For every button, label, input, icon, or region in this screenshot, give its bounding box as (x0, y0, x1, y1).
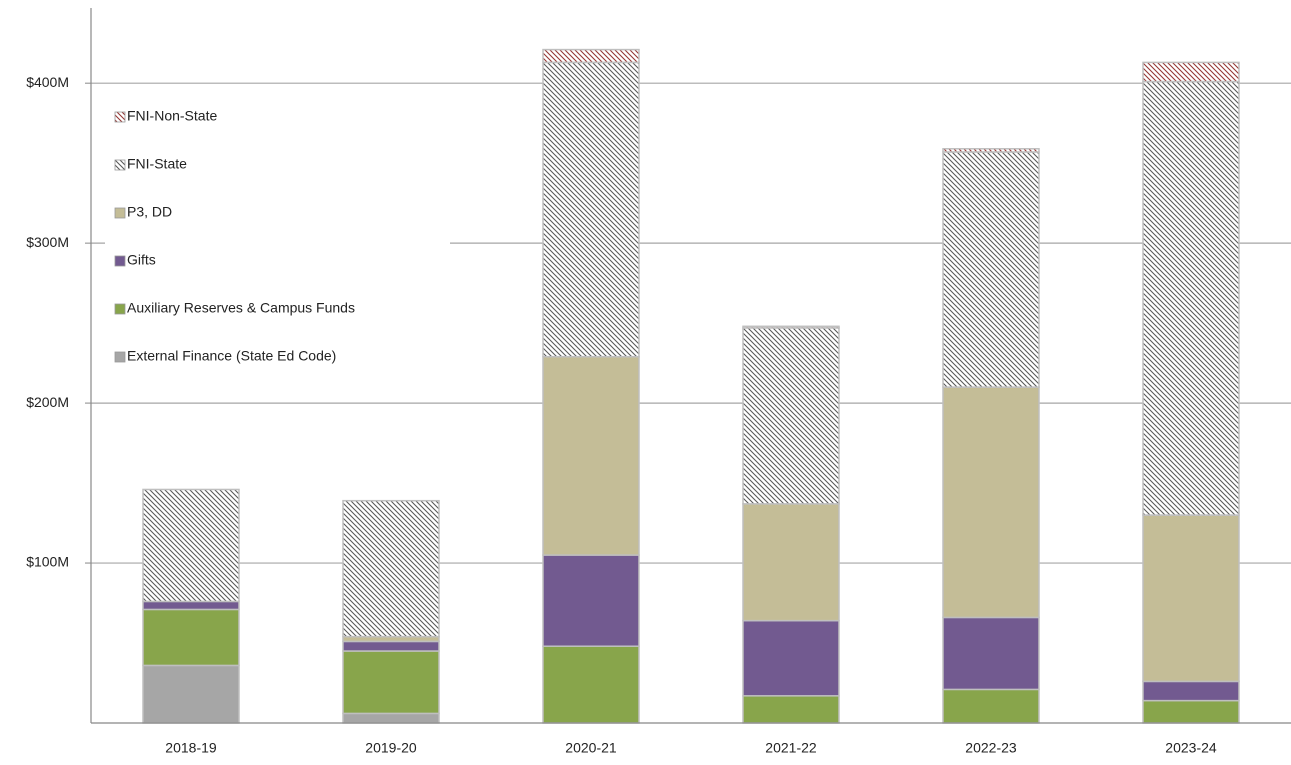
bar-segment (942, 688, 1040, 724)
bar-segment (342, 712, 440, 724)
bar-segment (742, 503, 840, 622)
legend-label: Gifts (127, 252, 156, 268)
bar-segment (342, 650, 440, 715)
y-tick-label: $100M (26, 554, 69, 570)
legend-swatch (114, 207, 126, 219)
bar-segment (142, 664, 240, 724)
bar-segment (942, 386, 1040, 619)
y-tick-label: $400M (26, 74, 69, 90)
bar-segment (1142, 80, 1240, 516)
x-tick-label: 2020-21 (565, 740, 617, 756)
legend-label: FNI-Non-State (127, 108, 217, 124)
legend-label: External Finance (State Ed Code) (127, 348, 336, 364)
bar-segment (1142, 680, 1240, 702)
x-tick-label: 2019-20 (365, 740, 417, 756)
bar-segment (942, 151, 1040, 388)
legend-label: FNI-State (127, 156, 187, 172)
bar-segment (142, 488, 240, 603)
legend-label: Auxiliary Reserves & Campus Funds (127, 300, 355, 316)
bar-segment (942, 148, 1040, 153)
bar-segment (542, 61, 640, 358)
bar-segment (342, 499, 440, 638)
bar-segment (142, 600, 240, 611)
bar-segment (542, 355, 640, 556)
bar-segment (942, 616, 1040, 691)
x-tick-label: 2018-19 (165, 740, 217, 756)
bar-segment (542, 645, 640, 724)
bar-segment (742, 325, 840, 329)
legend-swatch (114, 255, 126, 267)
bar-segment (542, 554, 640, 647)
bar-segment (742, 695, 840, 724)
y-tick-label: $300M (26, 234, 69, 250)
y-tick-label: $200M (26, 394, 69, 410)
legend-swatch (114, 351, 126, 363)
bar-segment (542, 48, 640, 64)
legend-box (105, 95, 450, 377)
bar-segment (1142, 514, 1240, 683)
x-tick-label: 2022-23 (965, 740, 1017, 756)
x-tick-label: 2021-22 (765, 740, 817, 756)
legend-label: P3, DD (127, 204, 172, 220)
bar-segment (742, 327, 840, 505)
legend-swatch (114, 159, 126, 171)
bar-segment (342, 640, 440, 652)
legend-swatch (114, 111, 126, 123)
bar-segment (142, 608, 240, 667)
bar-segment (1142, 61, 1240, 83)
bar-segment (1142, 699, 1240, 724)
x-tick-label: 2023-24 (1165, 740, 1217, 756)
bar-segment (742, 619, 840, 697)
legend-swatch (114, 303, 126, 315)
